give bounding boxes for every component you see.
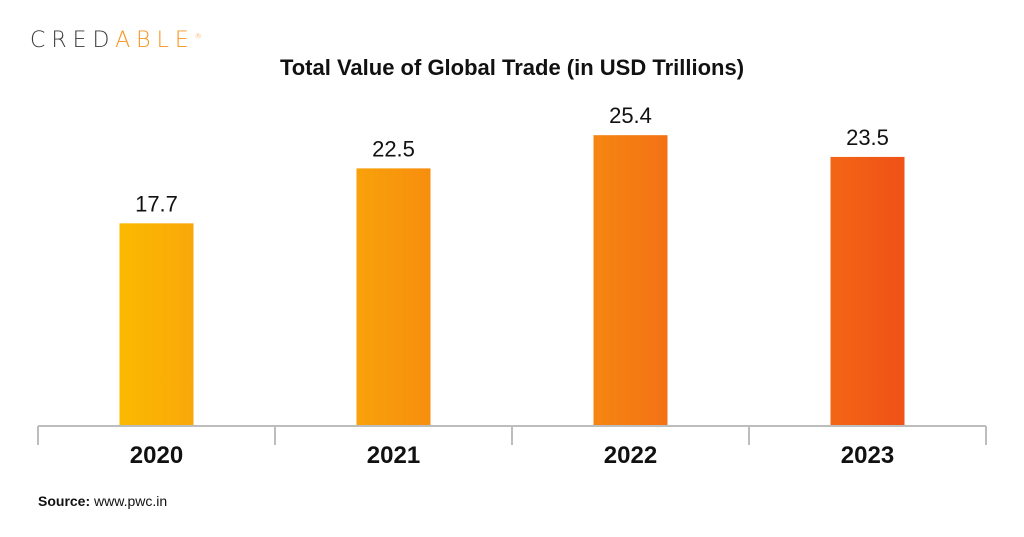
- logo-accent-text: ABLE: [115, 28, 195, 53]
- value-label: 25.4: [609, 103, 652, 128]
- category-label: 2022: [604, 442, 657, 469]
- category-label: 2020: [130, 442, 183, 469]
- value-label: 23.5: [846, 125, 889, 150]
- value-label: 17.7: [135, 191, 178, 216]
- source-note: Source: www.pwc.in: [38, 493, 167, 509]
- source-value: www.pwc.in: [94, 493, 168, 509]
- category-label: 2023: [841, 442, 894, 469]
- bar-2022: [593, 135, 668, 427]
- bar-2020: [119, 223, 194, 426]
- source-label: Source:: [38, 493, 91, 509]
- chart-title: Total Value of Global Trade (in USD Tril…: [279, 55, 745, 80]
- logo-text: CRED: [30, 28, 116, 53]
- value-label: 22.5: [372, 136, 415, 161]
- bar-2021: [356, 168, 431, 426]
- bar-2023: [830, 156, 905, 427]
- registered-mark: ®: [194, 32, 202, 41]
- category-label: 2021: [367, 442, 420, 469]
- credable-logo: CREDABLE®: [30, 28, 202, 53]
